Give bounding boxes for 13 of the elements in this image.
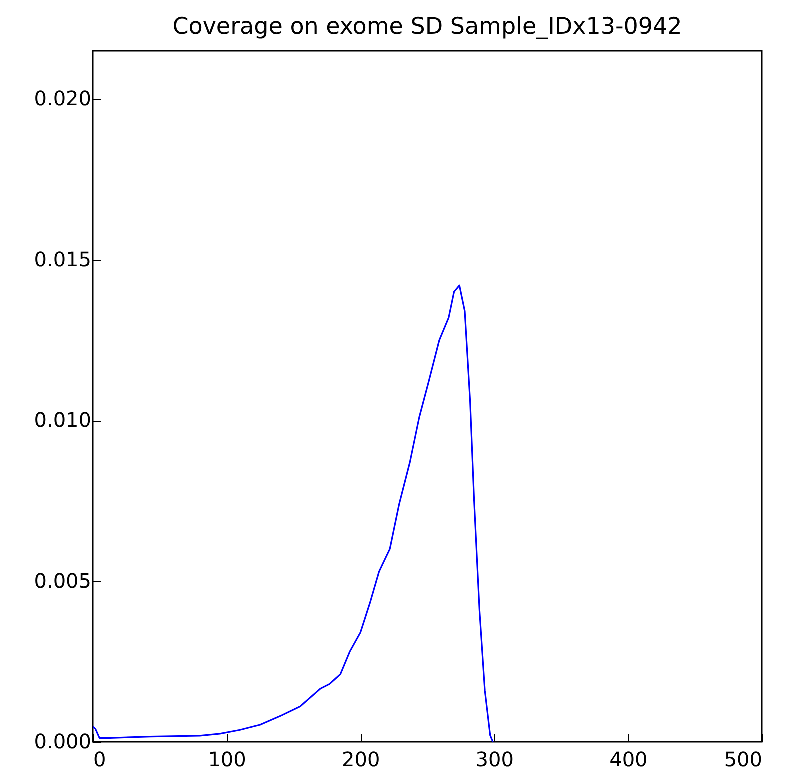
y-tick-label: 0.005 [34, 568, 92, 593]
line-series [93, 284, 494, 742]
y-tick-label: 0.015 [34, 247, 92, 272]
y-tick-label: 0.020 [34, 86, 92, 111]
x-tick-label: 0 [94, 748, 106, 770]
x-tick-label: 500 [724, 748, 762, 770]
x-tick-label: 300 [476, 748, 514, 770]
chart-title: Coverage on exome SD Sample_IDx13-0942 [172, 14, 682, 40]
x-tick-label: 400 [610, 748, 648, 770]
x-tick-label: 100 [208, 748, 246, 770]
y-tick-label: 0.000 [34, 730, 92, 754]
x-tick-label: 200 [342, 748, 380, 770]
y-tick-label: 0.010 [34, 408, 92, 432]
